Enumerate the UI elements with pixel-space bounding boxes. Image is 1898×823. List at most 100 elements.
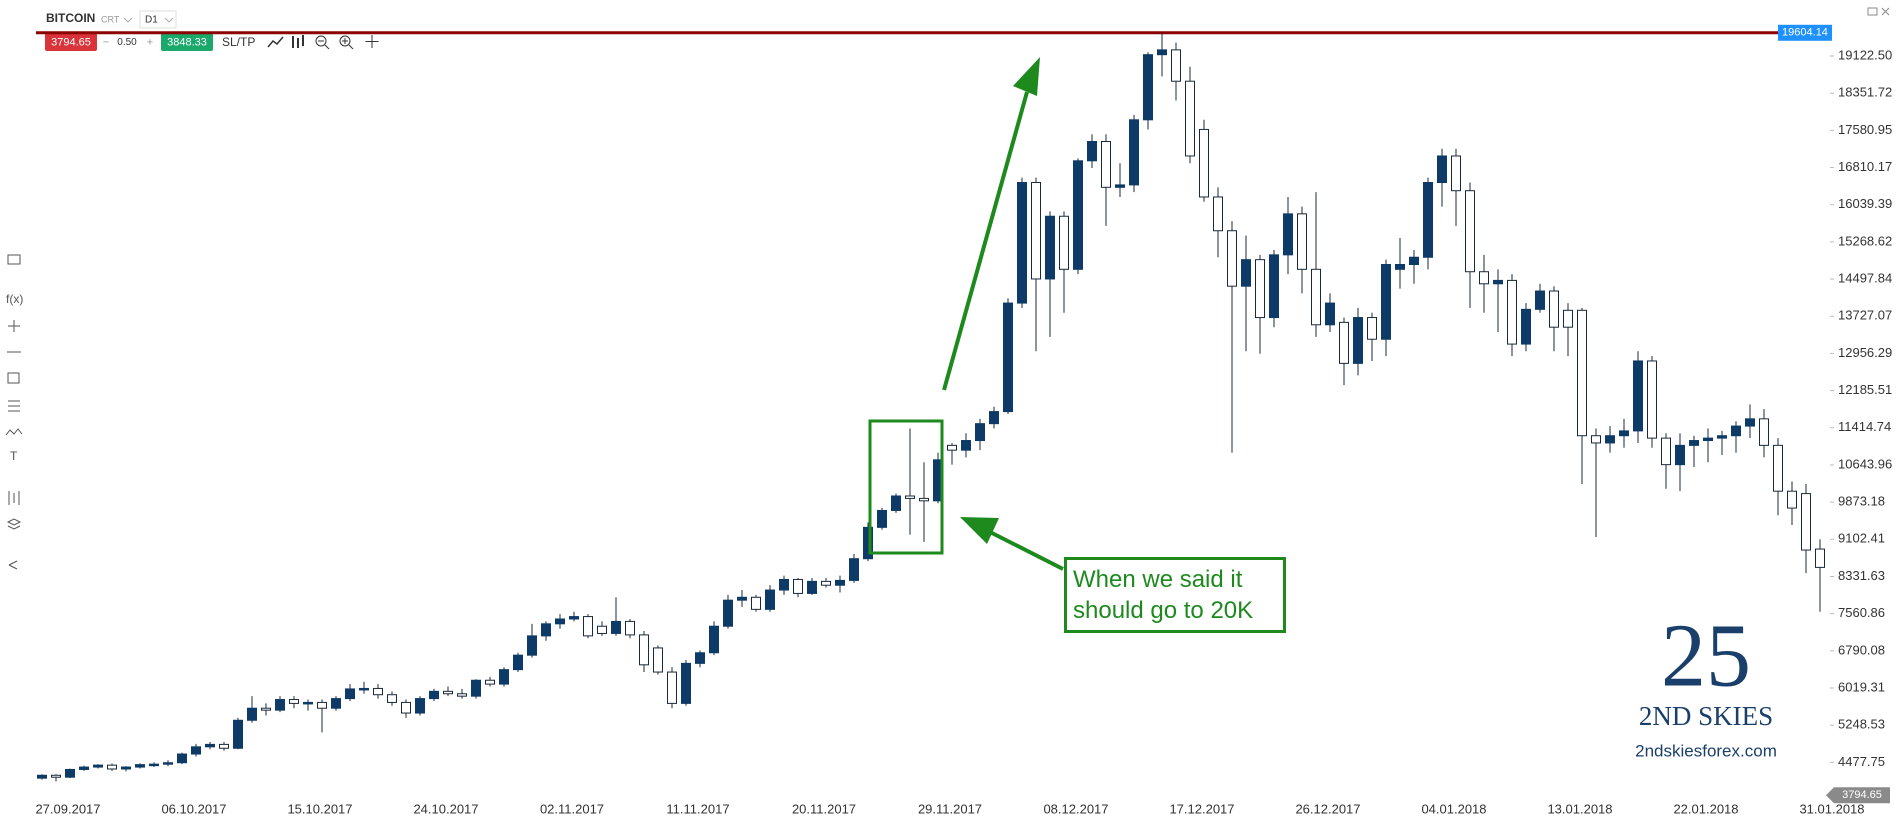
candle-body <box>1073 160 1083 270</box>
candle-body <box>415 698 425 714</box>
line-chart-icon[interactable] <box>267 36 284 48</box>
high-line-label-box <box>1778 24 1832 41</box>
y-tick-label: 7560.86 <box>1838 605 1885 620</box>
timeframe[interactable]: D1 <box>145 15 158 26</box>
candle-body <box>583 616 593 637</box>
candle-body <box>499 669 509 685</box>
candle-body <box>471 679 481 697</box>
y-tick-label: 6019.31 <box>1838 679 1885 694</box>
x-tick-label: 24.10.2017 <box>413 801 478 816</box>
candle-body <box>849 558 859 581</box>
logo-name: 2ND SKIES <box>1639 701 1773 731</box>
candle-body <box>877 509 887 528</box>
candle-body <box>821 580 831 586</box>
candle-body <box>373 687 383 696</box>
candle-body <box>1255 259 1265 319</box>
y-tick-label: 12956.29 <box>1838 345 1892 360</box>
y-tick-label: 15268.62 <box>1838 233 1892 248</box>
candle-body <box>569 616 579 620</box>
timeframe-box[interactable] <box>139 10 177 29</box>
x-tick-label: 08.12.2017 <box>1043 801 1108 816</box>
indicator-tool[interactable] <box>8 491 20 505</box>
logo-mark: 25 <box>1661 607 1751 706</box>
candle-body <box>1213 196 1223 232</box>
candle-body <box>863 526 873 560</box>
candle-body <box>1535 290 1545 310</box>
crosshair-icon[interactable] <box>365 35 379 48</box>
candle-body <box>793 578 803 594</box>
candle-body <box>107 764 117 770</box>
candle-body <box>1745 418 1755 427</box>
candle-body <box>1395 263 1405 270</box>
symbol[interactable]: BITCOIN <box>46 11 95 25</box>
candle-body <box>1675 444 1685 466</box>
arrow-head <box>960 517 999 544</box>
spread[interactable]: 0.50 <box>117 37 137 48</box>
candle-body <box>1507 279 1517 345</box>
annotation: When we said it should go to 20K <box>1064 557 1286 633</box>
plus[interactable]: + <box>147 36 153 48</box>
fibonacci-tool[interactable] <box>8 400 20 412</box>
sell-button[interactable] <box>45 33 97 51</box>
candle-body <box>1087 141 1097 162</box>
candle-body <box>205 743 215 748</box>
y-tick-label: 4477.75 <box>1838 754 1885 769</box>
dropdown-caret[interactable] <box>123 17 133 23</box>
x-tick-label: 13.01.2018 <box>1547 801 1612 816</box>
window-button[interactable] <box>1867 7 1878 16</box>
candle-body <box>1465 190 1475 273</box>
layers-tool[interactable] <box>6 518 22 530</box>
candle-body <box>317 701 327 709</box>
sidebar-icon[interactable] <box>7 254 21 265</box>
candle-body <box>1661 437 1671 466</box>
candle-body <box>1115 184 1125 188</box>
candle-body <box>1325 302 1335 326</box>
candle-body <box>1199 128 1209 198</box>
candle-body <box>919 497 929 502</box>
candle-body <box>737 596 747 601</box>
candle-body <box>1339 321 1349 364</box>
candle-body <box>541 623 551 637</box>
zoom-in-icon[interactable] <box>339 35 351 47</box>
candle-body <box>1633 360 1643 432</box>
candle-body <box>37 774 47 779</box>
text-tool[interactable]: T <box>10 449 18 463</box>
function-tool[interactable]: f(x) <box>6 292 23 306</box>
candle-body <box>1101 141 1111 188</box>
candle-body <box>1563 309 1573 328</box>
crosshair-tool[interactable] <box>8 320 20 332</box>
dropdown-caret[interactable] <box>164 17 174 23</box>
candle-body <box>163 762 173 765</box>
share-tool[interactable] <box>8 560 18 570</box>
sell-price[interactable]: 3794.65 <box>51 36 91 48</box>
candle-body <box>1171 49 1181 82</box>
buy-price[interactable]: 3848.33 <box>167 36 207 48</box>
sl-tp[interactable]: SL/TP <box>222 35 255 49</box>
candle-body <box>555 618 565 625</box>
account[interactable]: CRT <box>101 14 120 24</box>
candle-body <box>1311 268 1321 326</box>
y-tick-label: 16810.17 <box>1838 159 1892 174</box>
candle-body <box>1773 444 1783 492</box>
y-tick-label: 5248.53 <box>1838 717 1885 732</box>
candle-icon[interactable] <box>292 35 304 48</box>
candle-body <box>93 764 103 768</box>
candle-body <box>485 679 495 685</box>
x-tick-label: 27.09.2017 <box>35 801 100 816</box>
candle-body <box>275 699 285 711</box>
y-tick-label: 17580.95 <box>1838 122 1892 137</box>
shape-tool[interactable] <box>7 372 20 384</box>
pattern-tool[interactable] <box>5 428 23 436</box>
zoom-out-icon[interactable] <box>315 35 327 47</box>
candle-body <box>387 694 397 703</box>
x-tick-label: 29.11.2017 <box>918 801 982 816</box>
buy-button[interactable] <box>161 33 213 51</box>
candle-body <box>1493 279 1503 285</box>
x-tick-label: 26.12.2017 <box>1295 801 1360 816</box>
candle-body <box>639 634 649 666</box>
candle-body <box>695 652 705 664</box>
candle-body <box>975 423 985 442</box>
close-button[interactable] <box>1881 7 1890 16</box>
minus[interactable]: − <box>103 36 109 48</box>
candle-body <box>1423 181 1433 258</box>
